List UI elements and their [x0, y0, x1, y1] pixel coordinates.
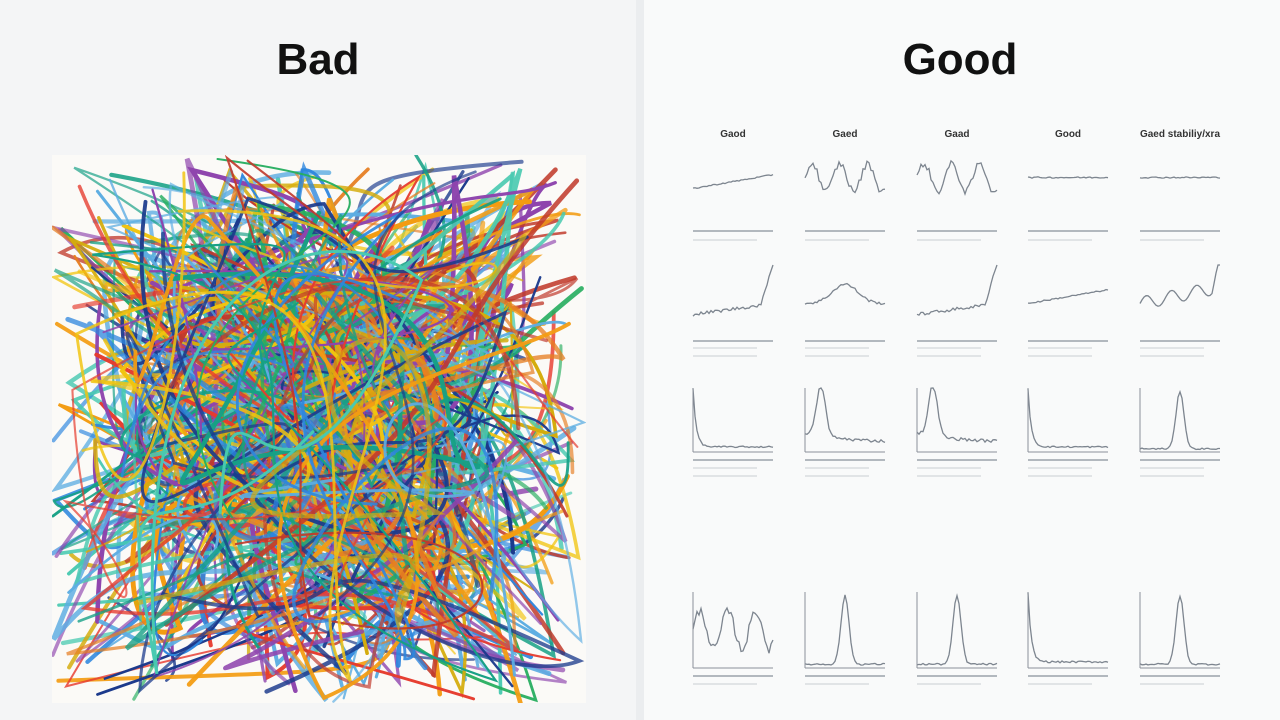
sparkline	[1139, 594, 1221, 666]
spaghetti-lines	[52, 155, 586, 703]
tangled-line	[120, 253, 433, 478]
tangled-line	[142, 182, 583, 703]
column-header: Gaed stabiliy/xra	[1140, 129, 1220, 140]
sparkline	[1027, 176, 1109, 179]
column-header: Gaad	[944, 129, 969, 140]
sparkline	[1139, 176, 1221, 179]
tangled-line	[134, 234, 527, 632]
bad-title: Bad	[276, 35, 359, 84]
small-multiples: Gaod Gaed Gaad Good Gaed stabiliy/xra	[692, 129, 1221, 685]
sparkline	[1027, 388, 1109, 449]
tangled-line	[62, 278, 579, 661]
tangled-line	[228, 173, 562, 662]
sparkline	[1027, 592, 1109, 664]
tangled-line	[317, 170, 477, 616]
column-header: Good	[1055, 129, 1081, 140]
sparkline	[1139, 264, 1220, 307]
tangled-line	[133, 214, 571, 701]
sparkline	[692, 174, 774, 189]
sparkline	[916, 159, 998, 196]
right-panel	[644, 0, 1280, 720]
tangled-line	[92, 242, 499, 683]
tangled-line	[228, 286, 549, 689]
good-title: Good	[903, 35, 1018, 84]
sparkline	[916, 593, 998, 666]
tangled-line	[156, 279, 558, 655]
column-header: Gaod	[720, 129, 746, 140]
sparkline	[692, 388, 774, 449]
sparkline	[916, 387, 998, 444]
sparkline	[804, 594, 886, 666]
sparkline	[804, 160, 886, 194]
sparkline	[692, 264, 774, 317]
sparkline	[804, 282, 886, 306]
sparkline	[1027, 288, 1109, 304]
divider	[636, 0, 644, 720]
sparkline	[804, 387, 886, 444]
tangled-line	[241, 402, 516, 677]
column-header: Gaed	[832, 129, 857, 140]
sparkline	[1139, 389, 1220, 451]
tangled-line	[161, 231, 585, 669]
tangled-line	[125, 331, 406, 694]
sparkline	[692, 606, 774, 654]
sparkline	[916, 264, 998, 316]
tangled-line	[137, 249, 424, 675]
tangled-line	[75, 171, 387, 683]
tangled-line	[292, 426, 499, 624]
